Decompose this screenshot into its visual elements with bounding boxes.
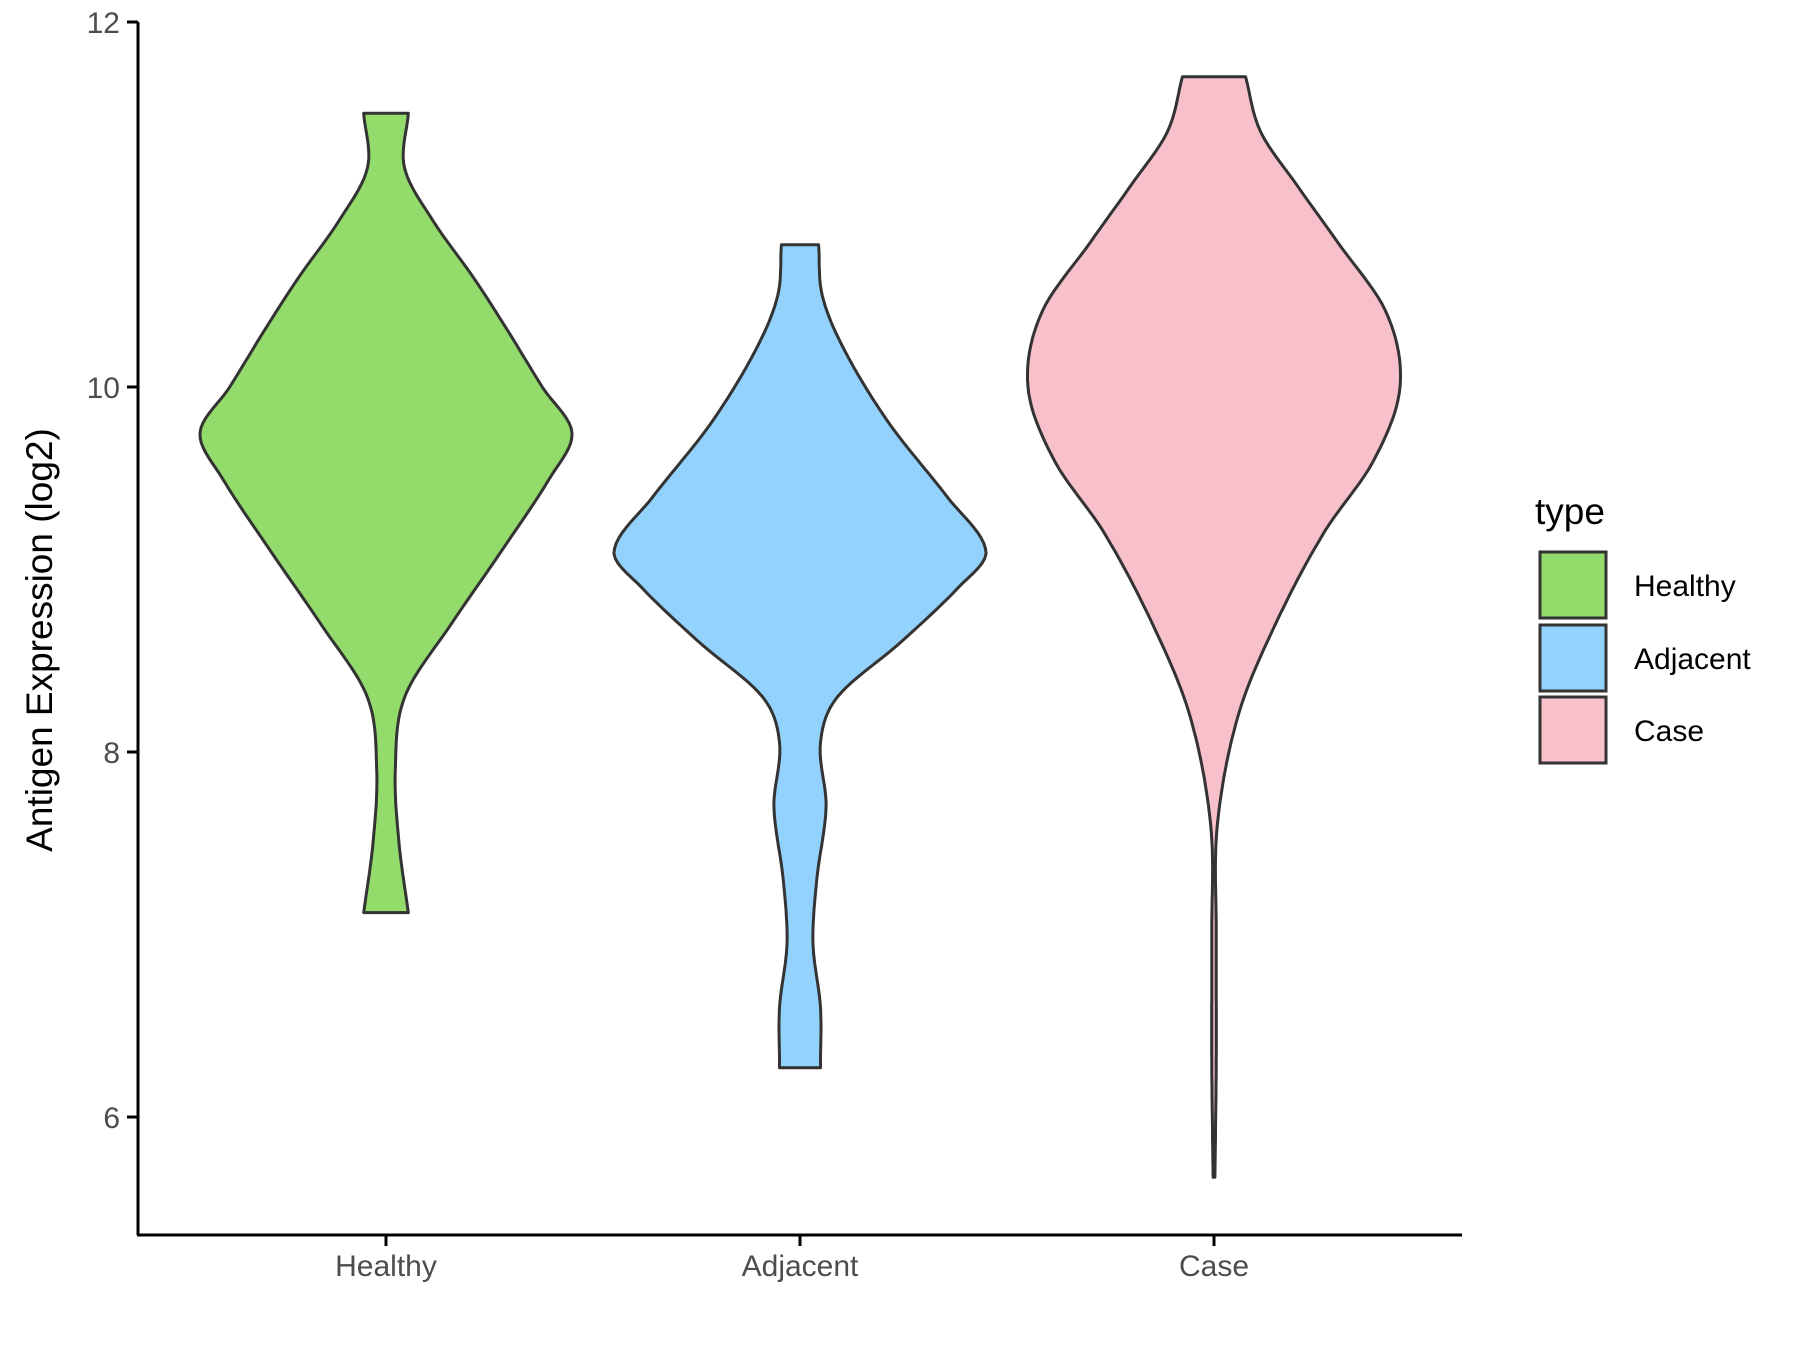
x-axis: Healthy Adjacent Case [137, 1233, 1462, 1283]
legend-key-case [1538, 695, 1608, 765]
y-tick-label: 10 [87, 372, 120, 405]
x-ticks: Healthy Adjacent Case [335, 1235, 1249, 1283]
legend-title: type [1535, 491, 1605, 532]
y-tick-label: 12 [87, 7, 120, 40]
legend-items: Healthy Adjacent Case [1538, 550, 1751, 765]
violin-healthy [198, 111, 574, 915]
x-tick-label: Case [1179, 1250, 1249, 1283]
legend-label-adjacent: Adjacent [1634, 643, 1751, 676]
y-tick-label: 6 [103, 1102, 120, 1135]
y-axis-title: Antigen Expression (log2) [19, 428, 60, 852]
violins [198, 75, 1402, 1179]
x-tick-label: Adjacent [742, 1250, 859, 1283]
y-ticks: 6 8 10 12 [87, 7, 138, 1135]
violin-case [1026, 75, 1402, 1179]
y-tick-label: 8 [103, 737, 120, 770]
legend: type Healthy Adjacent Case [1535, 491, 1751, 765]
legend-label-case: Case [1634, 715, 1704, 748]
plot-area [198, 75, 1402, 1179]
legend-key-adjacent [1538, 623, 1608, 693]
legend-key-healthy [1538, 550, 1608, 620]
y-axis: 6 8 10 12 [87, 7, 140, 1235]
x-tick-label: Healthy [335, 1250, 437, 1283]
violin-adjacent [612, 243, 988, 1070]
legend-label-healthy: Healthy [1634, 570, 1736, 603]
